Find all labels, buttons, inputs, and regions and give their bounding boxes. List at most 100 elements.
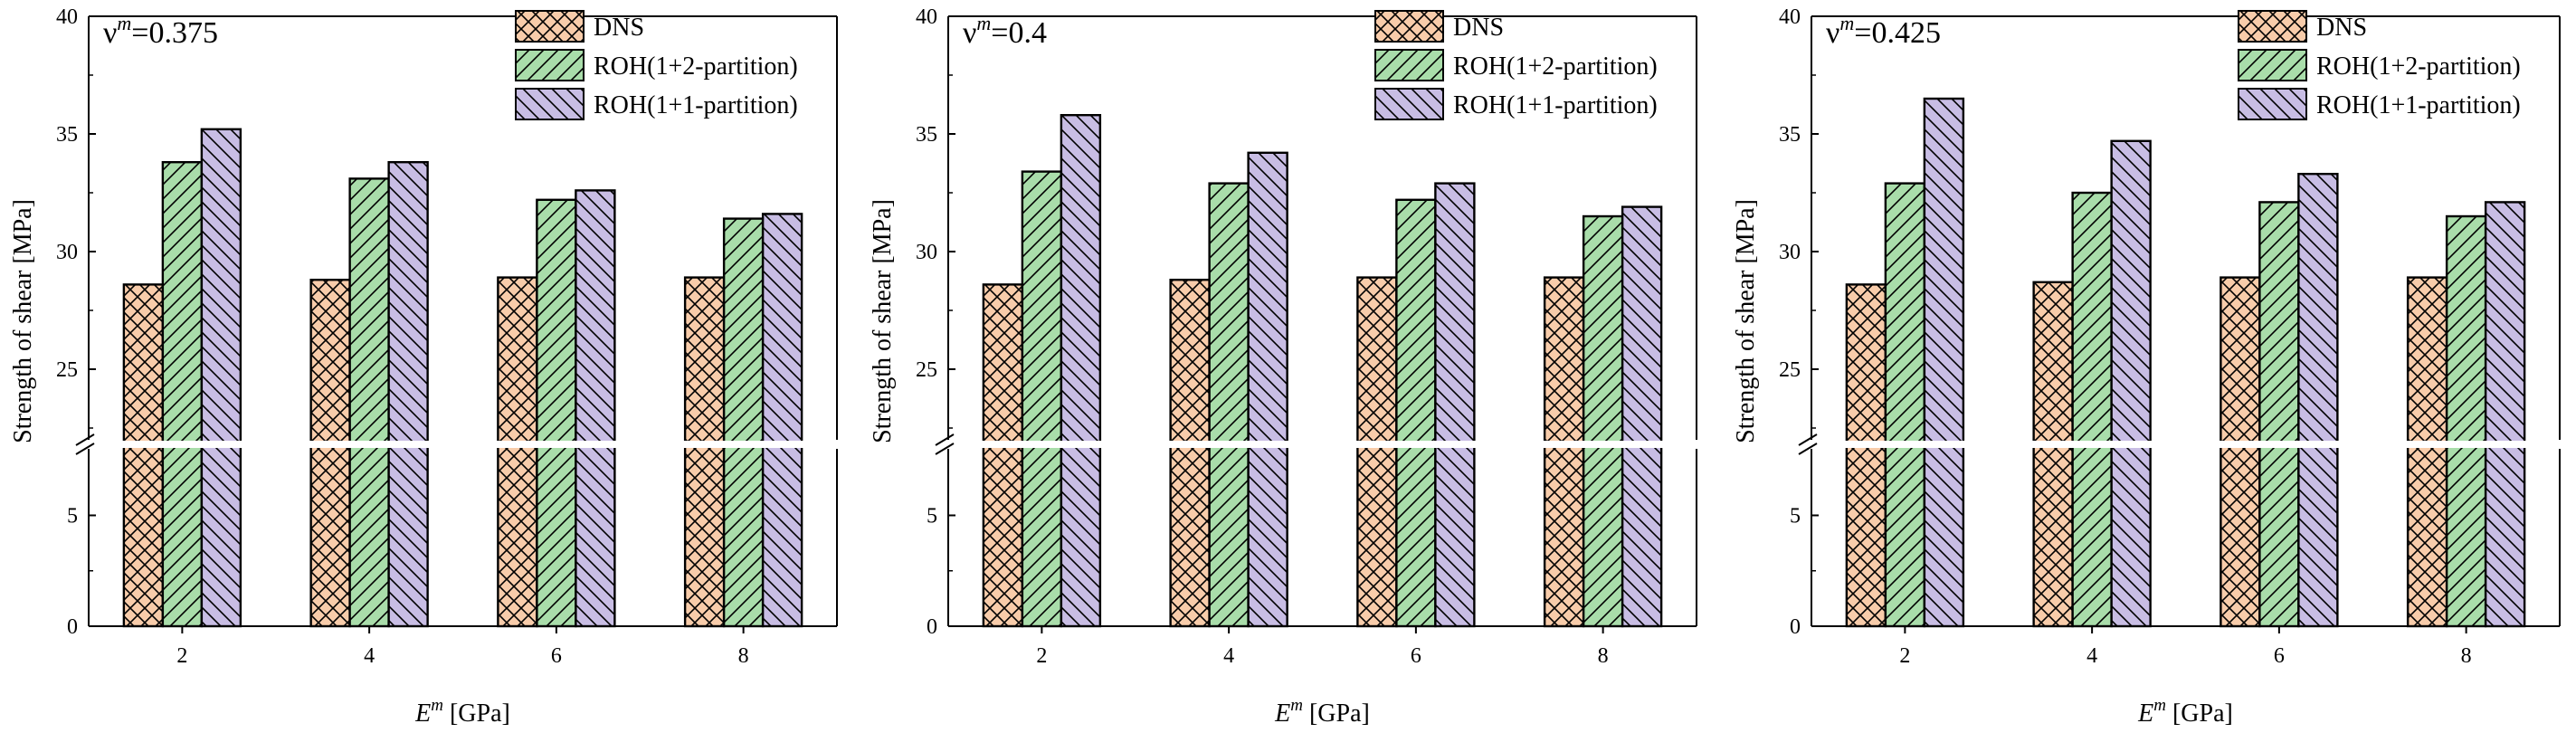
bar-dns-em-4 [2032,281,2074,628]
bar-roh11-em-4 [2110,139,2152,628]
y-tick-label: 30 [1779,241,1801,264]
x-tick-label: 6 [1411,644,1421,668]
bar-dns-em-8 [1543,276,1585,628]
axis-break-gap [62,441,846,448]
y-tick-label: 35 [1779,123,1801,147]
axis-break-mark [935,433,955,446]
bar-roh11-em-4 [387,160,429,628]
panel-title: νm=0.425 [1826,12,1941,50]
bar-roh12-em-4 [348,177,390,628]
legend-roh12-swatch [1374,49,1444,81]
y-tick-label: 5 [1790,505,1801,528]
bar-roh12-em-2 [1884,182,1926,628]
legend-roh11-label: ROH(1+1-partition) [2316,91,2521,119]
y-tick-label: 5 [927,505,937,528]
x-tick-label: 6 [551,644,562,668]
x-axis-label: Em [GPa] [2137,696,2233,728]
bar-dns-em-8 [683,276,726,628]
legend-roh11-label: ROH(1+1-partition) [594,91,798,119]
bar-roh12-em-4 [2071,191,2113,628]
y-tick-label: 5 [67,505,78,528]
legend-dns-label: DNS [1453,14,1504,42]
bar-dns-em-2 [122,283,165,628]
legend-dns-swatch [1374,10,1444,43]
x-axis-label: Em [GPa] [1274,696,1370,728]
bar-roh12-em-8 [1582,214,1624,628]
y-tick-label: 35 [916,123,937,147]
x-tick-label: 4 [1223,644,1234,668]
chart-panel-2: 25 30 35 40 0 5 2 4 6 8 Em [GPa] Strength of shear … [869,5,1706,728]
bar-roh11-em-4 [1247,151,1288,628]
x-tick-label: 4 [364,644,375,668]
x-axis-label: Em [GPa] [414,696,510,728]
x-tick-label: 2 [1036,644,1047,668]
bar-roh12-em-6 [536,198,577,628]
panel-title: νm=0.375 [103,12,218,50]
axis-break-mark [935,443,955,455]
legend-dns-label: DNS [2316,14,2367,42]
bar-roh12-em-2 [1021,170,1063,628]
bar-dns-em-2 [1845,283,1887,628]
legend-roh11-swatch [1374,88,1444,120]
legend-dns-label: DNS [594,14,644,42]
axis-break-mark [75,433,95,446]
legend-roh11-label: ROH(1+1-partition) [1453,91,1658,119]
bar-dns-em-6 [1356,276,1398,628]
bar-roh12-em-4 [1208,182,1250,628]
bar-roh11-em-8 [2484,201,2526,628]
axis-break-gap [921,441,1706,448]
bar-dns-em-4 [1169,279,1211,628]
y-tick-label: 25 [916,358,937,382]
chart-panel-3: 25 30 35 40 0 5 2 4 6 8 Em [GPa] Strength of shear … [1732,5,2569,728]
y-axis-label: Strength of shear [MPa] [869,199,897,443]
x-tick-label: 4 [2086,644,2097,668]
bar-dns-em-8 [2406,276,2448,628]
panel-title: νm=0.4 [963,12,1047,50]
legend-roh12-swatch [2238,49,2307,81]
bar-roh12-em-6 [2258,201,2300,628]
y-tick-label: 30 [916,241,937,264]
bar-roh11-em-2 [200,128,242,628]
bar-roh12-em-2 [161,160,204,628]
chart-panel-1: 25 30 35 40 0 5 2 4 6 8 Em [GPa] Strength of shear … [9,5,846,728]
legend-roh11-swatch [2238,88,2307,120]
bar-dns-em-6 [497,276,538,628]
x-tick-label: 2 [1899,644,1910,668]
x-tick-label: 8 [1598,644,1609,668]
bar-roh12-em-8 [2445,214,2487,628]
legend-roh11-swatch [515,88,585,120]
axis-break-mark [75,443,95,455]
axis-break-gap [1784,441,2569,448]
bar-roh12-em-8 [722,217,765,628]
y-tick-label: 40 [916,5,937,29]
legend-dns-swatch [515,10,585,43]
x-tick-label: 6 [2274,644,2285,668]
legend-roh12-swatch [515,49,585,81]
y-tick-label: 25 [1779,358,1801,382]
legend-roh12-label: ROH(1+2-partition) [594,52,798,81]
x-tick-label: 2 [176,644,187,668]
bar-dns-em-6 [2220,276,2261,628]
y-tick-label: 40 [1779,5,1801,29]
bar-dns-em-2 [982,283,1024,628]
y-tick-label: 0 [1790,615,1801,639]
bar-roh11-em-8 [761,213,803,628]
y-tick-label: 25 [56,358,78,382]
bar-roh11-em-6 [1434,182,1476,628]
axis-break-mark [1798,433,1818,446]
legend-dns-swatch [2238,10,2307,43]
y-axis-label: Strength of shear [MPa] [1732,199,1760,443]
x-tick-label: 8 [2461,644,2472,668]
bar-roh11-em-6 [2297,172,2339,628]
legend-roh12-label: ROH(1+2-partition) [2316,52,2521,81]
legend-roh12-label: ROH(1+2-partition) [1453,52,1658,81]
x-tick-label: 8 [738,644,749,668]
y-tick-label: 0 [67,615,78,639]
y-tick-label: 40 [56,5,78,29]
bar-roh11-em-2 [1923,97,1965,628]
y-tick-label: 30 [56,241,78,264]
bar-roh11-em-8 [1621,205,1663,628]
y-tick-label: 0 [927,615,937,639]
y-axis-label: Strength of shear [MPa] [9,199,37,443]
